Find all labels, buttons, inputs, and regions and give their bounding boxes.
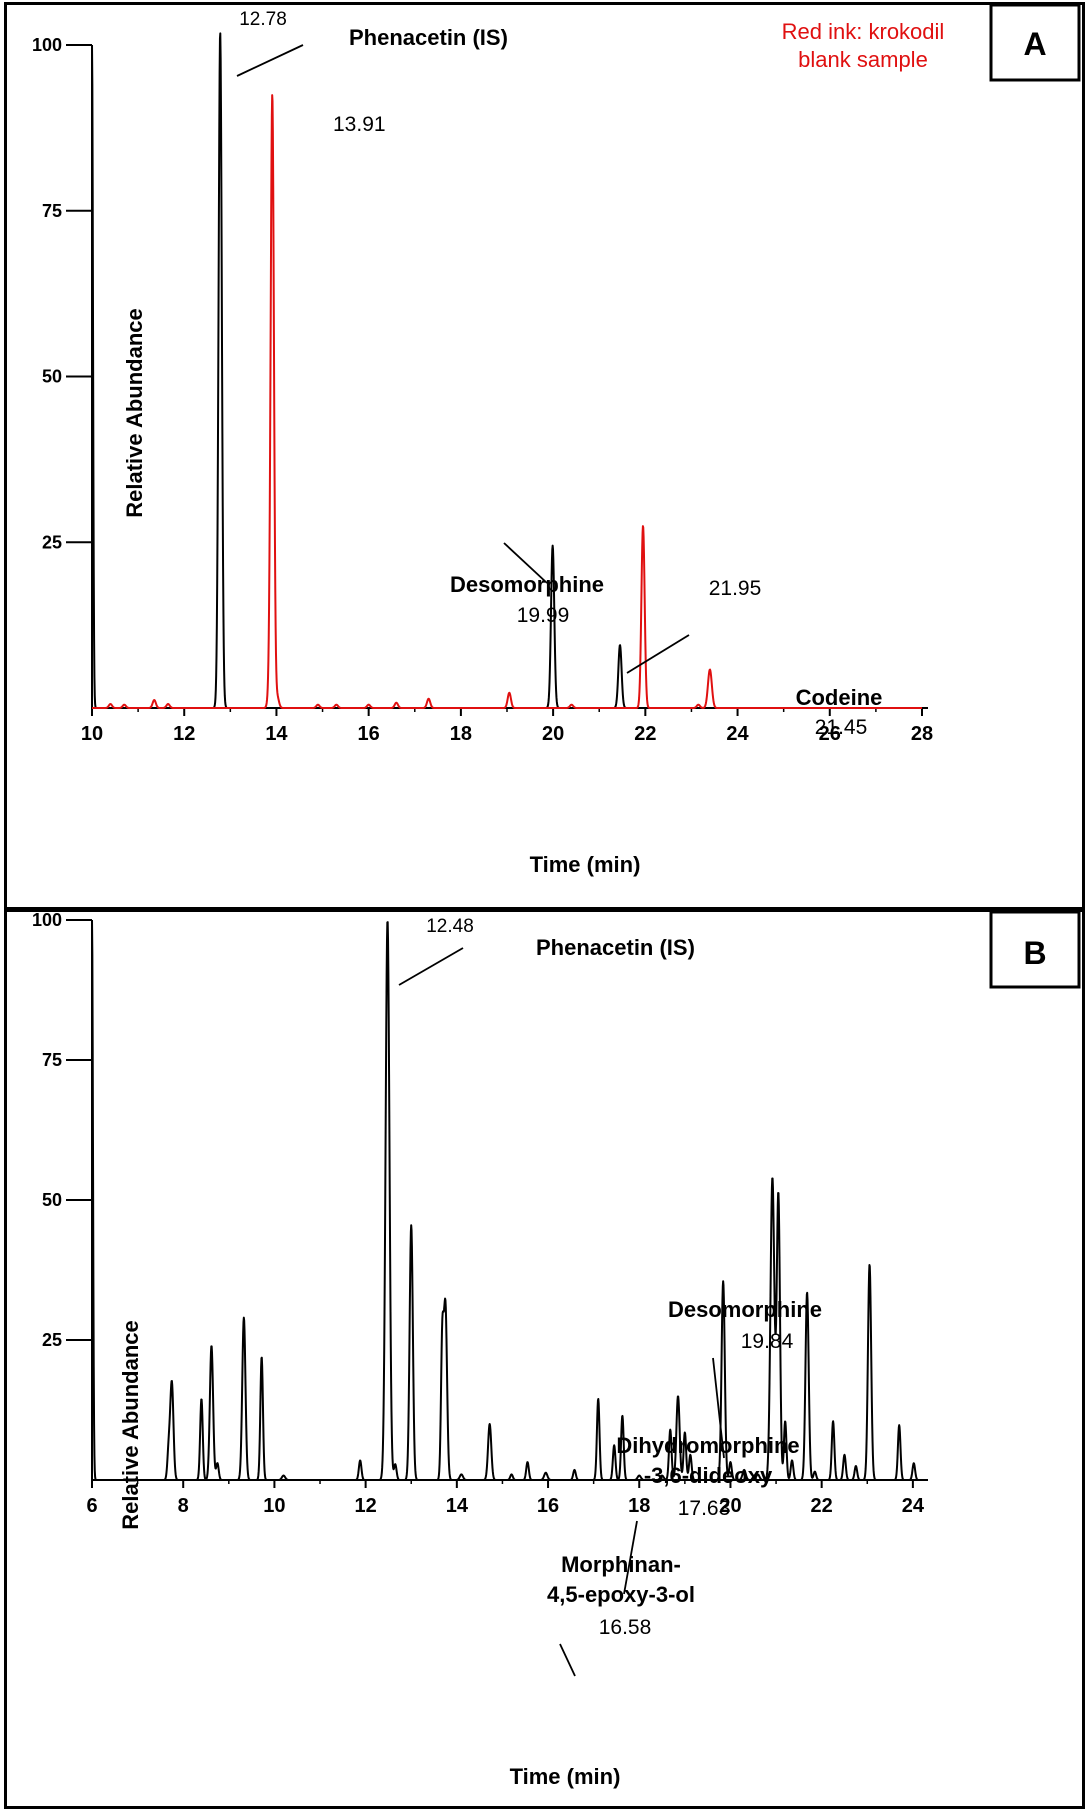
x-tick-label-a-28: 28 [911, 723, 933, 745]
label-morphinan-1: Morphinan- [561, 1552, 681, 1577]
leader-desomorphine-b [712, 1357, 725, 1459]
x-tick-label-b-24: 24 [902, 1495, 925, 1517]
series-trace-a-1 [91, 94, 923, 709]
x-tick-label-a-26: 26 [819, 723, 841, 745]
chart-panel-a: 25 50 75 100 10 12 14 16 18 20 22 24 26 28 Time (min)… [4, 2, 1085, 910]
y-tick-label-a-75: 75 [42, 201, 62, 221]
chromatogram-a: 25 50 75 100 10 12 14 16 18 20 22 24 26 28 Time (min)… [32, 5, 1081, 877]
y-axis-title-a: Relative Abundance [122, 308, 147, 517]
peak-label-21-95: 21.95 [709, 577, 762, 600]
y-tick-label-a-25: 25 [42, 532, 62, 552]
peak-label-12-48: 12.48 [426, 916, 474, 937]
label-desomorphine-b: Desomorphine [668, 1297, 822, 1322]
leader-phenacetin-a [236, 44, 304, 77]
y-tick-label-b-50: 50 [42, 1190, 62, 1210]
panel-letter-b: B [1023, 935, 1046, 971]
leader-phenacetin-b [398, 947, 464, 986]
x-tick-label-b-20: 20 [719, 1495, 741, 1517]
y-axis-title-b: Relative Abundance [118, 1320, 143, 1529]
label-morphinan-2: 4,5-epoxy-3-ol [547, 1582, 695, 1607]
label-phenacetin-b: Phenacetin (IS) [536, 935, 695, 960]
x-tick-label-b-16: 16 [537, 1495, 559, 1517]
peak-label-13-91: 13.91 [333, 113, 386, 136]
panel-letter-a: A [1023, 26, 1046, 62]
peak-label-12-78: 12.78 [239, 9, 287, 30]
x-tick-label-b-18: 18 [628, 1495, 650, 1517]
label-phenacetin-a: Phenacetin (IS) [349, 25, 508, 50]
x-tick-label-a-14: 14 [265, 723, 288, 745]
peak-label-17-63: 17.63 [678, 1497, 731, 1520]
y-tick-label-a-50: 50 [42, 367, 62, 387]
y-tick-label-b-25: 25 [42, 1330, 62, 1350]
peak-label-21-45: 21.45 [815, 716, 868, 739]
leader-codeine-a [626, 634, 690, 674]
x-axis-title-b: Time (min) [510, 1764, 621, 1789]
peak-label-19-99: 19.99 [517, 604, 570, 627]
peak-label-16-58: 16.58 [599, 1616, 652, 1639]
x-tick-label-a-16: 16 [358, 723, 380, 745]
series-trace-b-0 [91, 919, 923, 1481]
leader-desomorphine-a [503, 542, 548, 584]
x-tick-label-b-8: 8 [178, 1495, 189, 1517]
chart-panel-b: 25 50 75 100 6 8 10 12 14 16 18 20 22 24 Time (min) R… [4, 909, 1085, 1809]
chromatogram-b: 25 50 75 100 6 8 10 12 14 16 18 20 22 24 Time (min) R… [32, 912, 1081, 1789]
y-tick-label-b-75: 75 [42, 1050, 62, 1070]
x-tick-label-b-22: 22 [811, 1495, 833, 1517]
panel-letter-box-b [989, 912, 1081, 989]
note-line-1: Red ink: krokodil [782, 19, 945, 44]
x-axis-title-a: Time (min) [530, 852, 641, 877]
panel-letter-box-a [989, 5, 1081, 82]
x-tick-label-b-6: 6 [86, 1495, 97, 1517]
leader-dihydromorphine-b [623, 1520, 638, 1595]
x-tick-label-b-14: 14 [446, 1495, 469, 1517]
y-tick-label-a-100: 100 [32, 35, 62, 55]
x-tick-label-b-12: 12 [355, 1495, 377, 1517]
peak-label-19-84: 19.84 [741, 1330, 794, 1353]
x-tick-label-a-10: 10 [81, 723, 103, 745]
x-tick-label-b-10: 10 [263, 1495, 285, 1517]
x-tick-label-a-12: 12 [173, 723, 195, 745]
y-tick-label-b-100: 100 [32, 912, 62, 930]
x-tick-label-a-24: 24 [726, 723, 749, 745]
label-dihydromorphine-2: -3,6-dideoxy [644, 1463, 773, 1488]
label-dihydromorphine-1: Dihydromorphine [616, 1433, 799, 1458]
axes-b [91, 920, 928, 1481]
x-tick-label-a-18: 18 [450, 723, 472, 745]
leader-morphinan-b [559, 1643, 576, 1677]
x-tick-label-a-20: 20 [542, 723, 564, 745]
label-codeine-a: Codeine [796, 685, 883, 710]
note-line-2: blank sample [798, 47, 928, 72]
label-desomorphine-a: Desomorphine [450, 572, 604, 597]
x-tick-label-a-22: 22 [634, 723, 656, 745]
series-trace-a-0 [91, 32, 923, 709]
